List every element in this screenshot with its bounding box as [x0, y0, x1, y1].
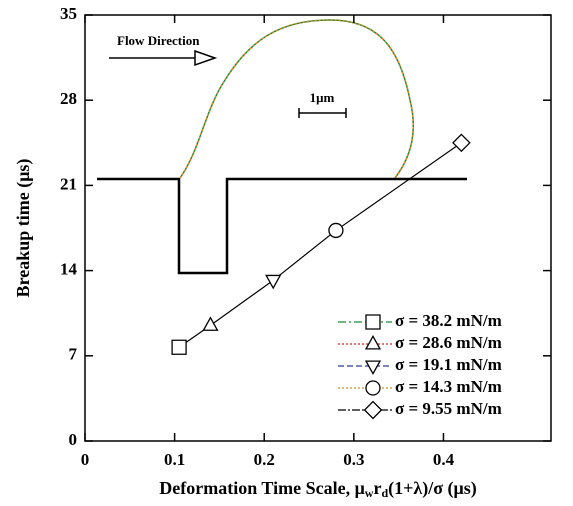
x-tick-label: 0.2 — [254, 450, 275, 469]
y-tick-label: 35 — [60, 4, 77, 23]
marker — [202, 316, 219, 331]
x-tick-label: 0.4 — [433, 450, 455, 469]
droplet-overlay — [179, 19, 414, 179]
legend-label: σ = 19.1 mN/m — [395, 355, 502, 374]
y-tick-label: 0 — [69, 430, 78, 449]
droplet — [179, 19, 414, 179]
marker — [364, 360, 382, 376]
flow-arrow-head — [194, 49, 218, 67]
y-tick-label: 21 — [60, 174, 77, 193]
annotation: 1μm — [310, 90, 335, 105]
marker — [364, 334, 382, 350]
connecting-line — [272, 229, 337, 281]
channel — [97, 177, 467, 275]
legend-label: σ = 28.6 mN/m — [395, 333, 502, 352]
y-tick-label: 28 — [60, 89, 77, 108]
connecting-line — [210, 279, 274, 326]
marker — [171, 339, 187, 355]
x-label-part: r — [373, 478, 381, 498]
marker — [363, 400, 383, 420]
x-tick-label: 0 — [81, 450, 90, 469]
y-axis-label: Breakup time (μs) — [13, 159, 34, 298]
x-label-part: Deformation Time Scale, μ — [159, 478, 365, 498]
x-tick-label: 0.1 — [164, 450, 185, 469]
marker — [452, 133, 471, 153]
scale-bar — [298, 108, 347, 118]
x-label-part: d — [381, 486, 388, 500]
connecting-line — [335, 142, 462, 231]
marker — [328, 222, 344, 239]
x-axis-label: Deformation Time Scale, μwrd(1+λ)/σ (μs) — [159, 478, 476, 500]
y-tick-label: 7 — [69, 345, 78, 364]
annotation: Flow Direction — [117, 33, 200, 48]
legend-label: σ = 14.3 mN/m — [395, 377, 502, 396]
legend-label: σ = 9.55 mN/m — [395, 399, 502, 418]
x-tick-label: 0.3 — [343, 450, 364, 469]
x-label-part: w — [365, 486, 374, 500]
y-tick-label: 14 — [60, 260, 78, 279]
marker — [365, 380, 381, 396]
inset-illustration — [97, 19, 467, 275]
x-label-part: (1+λ)/σ (μs) — [388, 478, 477, 499]
legend-label: σ = 38.2 mN/m — [395, 311, 502, 330]
marker — [265, 274, 282, 290]
plot-frame — [84, 14, 552, 442]
marker — [365, 314, 381, 330]
